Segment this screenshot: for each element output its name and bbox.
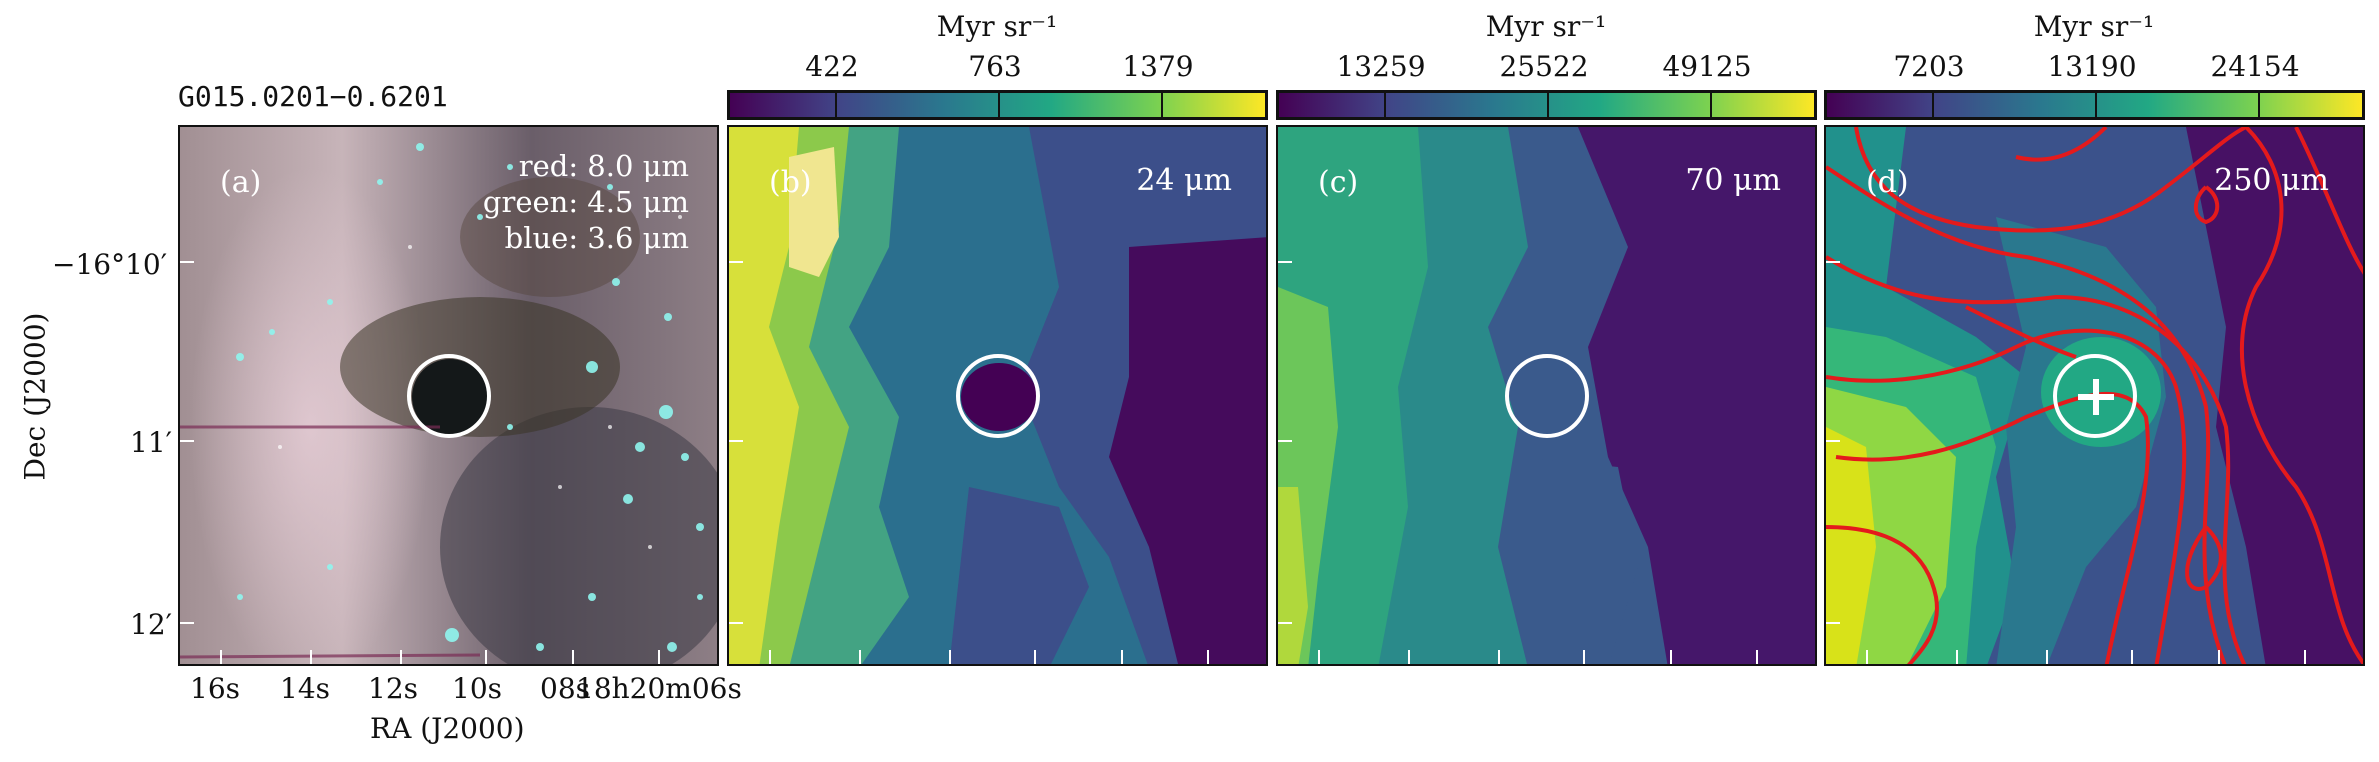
colorbar-tick (2095, 93, 2097, 117)
colorbar-b (727, 90, 1268, 120)
x-tick-label-3: 12s (368, 672, 418, 705)
y-tick (729, 622, 743, 624)
y-axis-label: Dec (J2000) (18, 312, 52, 481)
source-aperture-circle (406, 353, 491, 438)
source-aperture-circle (1504, 353, 1589, 438)
y-tick (1278, 622, 1292, 624)
colorbar-tick (835, 93, 837, 117)
panel-c-band: 70 μm (1685, 163, 1781, 198)
colorbar-tick (1932, 93, 1934, 117)
x-tick (658, 650, 660, 664)
source-aperture-circle (955, 353, 1040, 438)
x-tick (2304, 650, 2306, 664)
rgb-green-label: green: 4.5 μm (482, 185, 689, 219)
colorbar-tick (1547, 93, 1549, 117)
x-tick-label-1: 16s (190, 672, 240, 705)
y-tick (180, 261, 194, 263)
x-tick (1207, 650, 1209, 664)
x-tick (2218, 650, 2220, 664)
y-tick (180, 622, 194, 624)
y-tick (1278, 261, 1292, 263)
x-tick-label-5: 08s (540, 672, 590, 705)
x-tick (310, 650, 312, 664)
panel-c-label: (c) (1318, 165, 1359, 200)
source-cross-marker (2078, 379, 2114, 415)
x-tick (1866, 650, 1868, 664)
y-tick-label-1: −16°10′ (52, 248, 168, 281)
x-tick (2131, 650, 2133, 664)
colorbar-d (1824, 90, 2365, 120)
figure-title: G015.0201−0.6201 (178, 80, 448, 113)
colorbar-c-tick-3: 49125 (1662, 50, 1752, 83)
colorbar-d-unit: Myr sr⁻¹ (2033, 10, 2155, 43)
x-tick (572, 650, 574, 664)
colorbar-tick (2258, 93, 2260, 117)
colorbar-b-tick-3: 1379 (1122, 50, 1194, 83)
colorbar-d-tick-1: 7203 (1893, 50, 1965, 83)
x-tick (1318, 650, 1320, 664)
source-aperture-circle (2052, 353, 2137, 438)
x-axis-label: RA (J2000) (370, 712, 525, 745)
panel-d-250um-map: (d) 250 μm (1824, 125, 2365, 666)
panel-c-70um-map: (c) 70 μm (1276, 125, 1817, 666)
x-tick (1583, 650, 1585, 664)
x-tick (1034, 650, 1036, 664)
x-tick (949, 650, 951, 664)
y-tick-label-3: 12′ (130, 608, 172, 641)
panel-b-label: (b) (769, 165, 812, 200)
colorbar-b-tick-1: 422 (805, 50, 859, 83)
x-tick (1121, 650, 1123, 664)
colorbar-tick (1384, 93, 1386, 117)
colorbar-d-tick-3: 24154 (2210, 50, 2300, 83)
panel-b-24um-map: (b) 24 μm (727, 125, 1268, 666)
x-tick-label-2: 14s (280, 672, 330, 705)
colorbar-tick (1710, 93, 1712, 117)
colorbar-b-tick-2: 763 (968, 50, 1022, 83)
y-tick (1826, 440, 1840, 442)
y-tick (729, 440, 743, 442)
intensity-map-24um (729, 127, 1266, 664)
panel-a-rgb-image: (a) red: 8.0 μm green: 4.5 μm blue: 3.6 … (178, 125, 719, 666)
y-tick-label-2: 11′ (130, 426, 172, 459)
x-tick (1956, 650, 1958, 664)
colorbar-c-unit: Myr sr⁻¹ (1485, 10, 1607, 43)
colorbar-c (1276, 90, 1817, 120)
x-tick-label-6: 18h20m06s (576, 672, 742, 705)
x-tick (400, 650, 402, 664)
x-tick-label-4: 10s (452, 672, 502, 705)
x-tick (220, 650, 222, 664)
panel-b-band: 24 μm (1136, 163, 1232, 198)
x-tick (1756, 650, 1758, 664)
x-tick (1408, 650, 1410, 664)
colorbar-c-tick-1: 13259 (1336, 50, 1426, 83)
colorbar-d-tick-2: 13190 (2047, 50, 2137, 83)
colorbar-c-tick-2: 25522 (1499, 50, 1589, 83)
panel-d-band: 250 μm (2214, 163, 2329, 198)
colorbar-tick (998, 93, 1000, 117)
y-tick (180, 440, 194, 442)
x-tick (859, 650, 861, 664)
y-tick (729, 261, 743, 263)
x-tick (1498, 650, 1500, 664)
y-tick (1826, 622, 1840, 624)
rgb-red-label: red: 8.0 μm (518, 149, 689, 183)
y-tick (1278, 440, 1292, 442)
panel-a-label: (a) (220, 165, 262, 200)
rgb-blue-label: blue: 3.6 μm (504, 221, 689, 255)
y-tick (1826, 261, 1840, 263)
x-tick (2046, 650, 2048, 664)
colorbar-b-unit: Myr sr⁻¹ (936, 10, 1058, 43)
x-tick (769, 650, 771, 664)
colorbar-tick (1161, 93, 1163, 117)
x-tick (485, 650, 487, 664)
panel-d-label: (d) (1866, 165, 1909, 200)
x-tick (1670, 650, 1672, 664)
